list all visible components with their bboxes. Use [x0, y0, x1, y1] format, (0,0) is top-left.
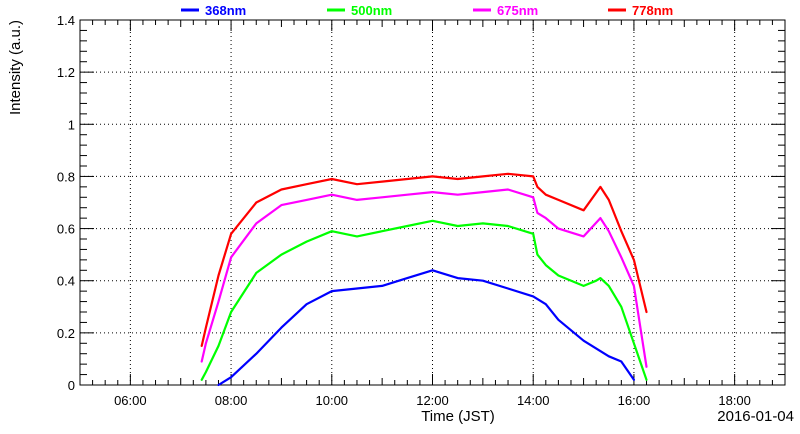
- x-tick-label: 08:00: [215, 393, 248, 408]
- y-tick-label: 0: [68, 378, 75, 393]
- y-tick-label: 1.2: [57, 65, 75, 80]
- series-line-778nm: [200, 172, 648, 347]
- legend-label: 368nm: [205, 3, 246, 18]
- axis-ticks: 06:00 08:00 10:00 12:00 14:00 16:00 18:00 0 0.2 0…: [57, 13, 786, 408]
- y-tick-label: 1: [68, 117, 75, 132]
- date-label: 2016-01-04: [717, 408, 794, 425]
- plot-frame: [79, 19, 786, 386]
- legend-label: 778nm: [632, 3, 673, 18]
- series-lines: [200, 172, 648, 387]
- x-tick-label: 12:00: [416, 393, 449, 408]
- y-axis-label: Intensity (a.u.): [7, 20, 24, 115]
- x-axis-label: Time (JST): [421, 408, 495, 425]
- y-tick-label: 0.6: [57, 222, 75, 237]
- y-tick-label: 0.4: [57, 274, 75, 289]
- legend-label: 675nm: [497, 3, 538, 18]
- series-line-500nm: [200, 219, 648, 381]
- y-tick-label: 1.4: [57, 13, 75, 28]
- series-line-368nm: [217, 269, 636, 387]
- x-tick-label: 06:00: [114, 393, 147, 408]
- series-line-675nm: [200, 188, 648, 368]
- x-tick-label: 18:00: [718, 393, 751, 408]
- grid-lines: [80, 19, 785, 386]
- y-tick-label: 0.8: [57, 169, 75, 184]
- y-tick-label: 0.2: [57, 326, 75, 341]
- x-tick-label: 14:00: [517, 393, 550, 408]
- legend: 368nm 500nm 675nm 778nm: [181, 3, 673, 18]
- x-tick-label: 16:00: [618, 393, 651, 408]
- x-tick-label: 10:00: [316, 393, 349, 408]
- legend-label: 500nm: [351, 3, 392, 18]
